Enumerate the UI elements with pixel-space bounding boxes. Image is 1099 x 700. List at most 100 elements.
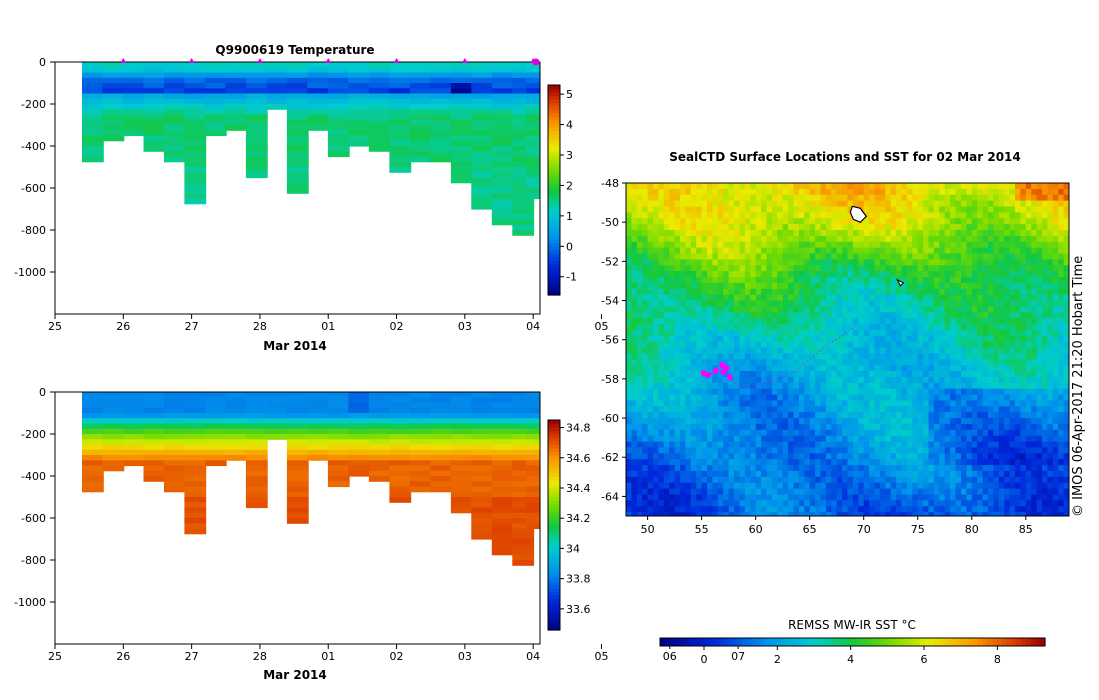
sst-cell xyxy=(685,235,692,243)
sst-cell xyxy=(961,359,967,366)
sst-cell xyxy=(680,359,686,366)
sst-cell xyxy=(766,265,773,272)
sst-cell xyxy=(739,400,746,407)
sst-cell xyxy=(636,465,643,472)
section-cell xyxy=(82,72,104,79)
sst-cell xyxy=(766,271,773,278)
sst-cell xyxy=(788,353,794,360)
sst-cell xyxy=(815,506,821,513)
sst-cell xyxy=(825,394,832,401)
section-cell xyxy=(327,418,350,425)
sst-cell xyxy=(793,282,800,290)
sst-cell xyxy=(928,506,935,513)
section-cell xyxy=(526,455,540,461)
sst-cell xyxy=(734,253,740,260)
sst-cell xyxy=(955,365,962,372)
sst-cell xyxy=(847,282,854,290)
colorbar-segment xyxy=(548,486,560,491)
sst-cell xyxy=(717,470,724,478)
sst-cell xyxy=(874,406,881,413)
sst-cell xyxy=(680,235,686,243)
sst-cell xyxy=(977,388,984,396)
colorbar-segment xyxy=(548,623,560,628)
sst-cell xyxy=(933,259,940,266)
sst-cell xyxy=(750,512,757,516)
sst-cell xyxy=(744,265,751,272)
sst-cell xyxy=(647,294,654,302)
section-cell xyxy=(409,423,432,430)
sst-cell xyxy=(712,418,719,425)
section-cell xyxy=(491,539,514,545)
sst-cell xyxy=(858,459,865,466)
sst-cell xyxy=(847,300,854,307)
sst-cell xyxy=(923,488,929,495)
section-cell xyxy=(286,93,309,100)
sst-cell xyxy=(885,441,892,448)
sst-cell xyxy=(815,306,821,313)
sst-cell xyxy=(815,341,821,349)
sst-cell xyxy=(782,459,789,466)
sst-cell xyxy=(696,459,703,466)
sst-cell xyxy=(728,371,735,378)
section-cell xyxy=(82,439,104,446)
sst-cell xyxy=(642,300,649,307)
sst-cell xyxy=(653,212,659,219)
sst-cell xyxy=(944,318,951,325)
section-cell xyxy=(245,434,268,440)
sst-cell xyxy=(788,365,794,372)
sst-cell xyxy=(928,324,935,331)
sst-cell xyxy=(761,288,767,296)
sst-cell xyxy=(906,394,913,401)
sst-cell xyxy=(761,318,767,325)
sst-cell xyxy=(766,482,773,490)
sst-cell xyxy=(642,247,649,254)
section-cell xyxy=(184,455,207,461)
section-cell xyxy=(409,418,432,425)
sst-cell xyxy=(809,300,816,307)
sst-cell xyxy=(971,488,978,495)
section-cell xyxy=(450,140,473,147)
colorbar-segment xyxy=(548,574,560,579)
colorbar-segment xyxy=(548,284,560,289)
section-cell xyxy=(368,114,391,121)
section-cell xyxy=(307,439,330,446)
sst-cell xyxy=(874,212,881,219)
sst-cell xyxy=(798,277,805,284)
section-cell xyxy=(164,428,186,435)
sst-cell xyxy=(874,488,881,495)
section-cell xyxy=(204,407,227,414)
sst-cell xyxy=(636,341,643,349)
sst-cell xyxy=(820,394,827,401)
sst-cell xyxy=(712,259,719,266)
sst-cell xyxy=(869,259,875,266)
sst-cell xyxy=(793,329,800,337)
sst-cell xyxy=(642,230,649,237)
sst-cell xyxy=(896,382,902,390)
sst-cell xyxy=(685,482,692,490)
sst-cell xyxy=(744,218,751,225)
sst-cell xyxy=(728,512,735,516)
section-cell xyxy=(526,193,540,200)
sst-cell xyxy=(869,500,875,507)
sst-cell xyxy=(739,282,746,290)
sst-cell xyxy=(766,400,773,407)
sst-cell xyxy=(663,376,670,384)
sst-cell xyxy=(750,282,757,290)
sst-cell xyxy=(950,447,956,454)
sst-cell xyxy=(906,218,913,225)
sst-cell xyxy=(793,494,800,501)
sst-cell xyxy=(820,253,827,260)
sst-cell xyxy=(896,312,902,319)
sst-cell xyxy=(879,265,886,272)
sst-cell xyxy=(647,388,654,396)
sst-cell xyxy=(863,494,870,501)
sst-cell xyxy=(696,441,703,448)
sst-cell xyxy=(944,277,951,284)
sst-cell xyxy=(836,382,843,390)
sst-cell xyxy=(674,353,681,360)
sst-cell xyxy=(815,212,821,219)
colorbar-segment xyxy=(548,525,560,530)
sst-cell xyxy=(831,418,838,425)
y-tick-label: -200 xyxy=(21,98,46,111)
sst-cell xyxy=(901,376,908,384)
